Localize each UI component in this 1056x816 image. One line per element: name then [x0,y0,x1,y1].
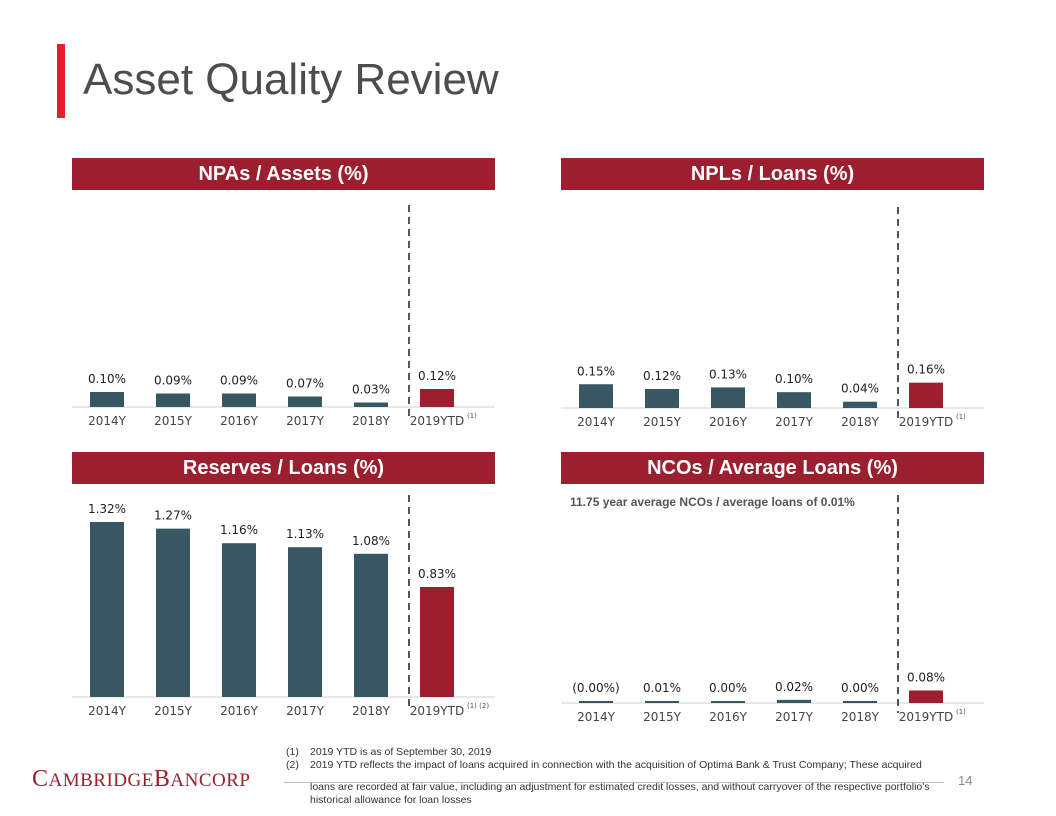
npas-assets-value-label: 0.03% [352,383,390,397]
npls-loans-value-label: 0.16% [907,363,945,377]
npas-assets-bar-2015y [156,393,190,407]
reserves-loans-bar-2018y [354,553,388,697]
ncos-average-loans-category-label: 2017Y [775,710,814,724]
reserves-loans-value-label: 1.27% [154,509,192,523]
ncos-average-loans-value-label: 0.01% [643,681,681,695]
npls-loans-bar-2018y [843,401,877,408]
ncos-average-loans-category-label: 2018Y [841,710,880,724]
npas-assets-bar-2019ytd [420,389,454,407]
npas-assets-category-label: 2014Y [88,414,127,428]
npas-assets-value-label: 0.12% [418,369,456,383]
ncos-subtitle: 11.75 year average NCOs / average loans … [570,495,855,509]
ncos-average-loans-bar-2014y [579,701,613,703]
footnote-2-continuation: loans are recorded at fair value, includ… [310,781,930,806]
ncos-average-loans-value-label: (0.00%) [572,681,619,695]
npls-loans-bar-2015y [645,389,679,408]
npas-assets-value-label: 0.07% [286,377,324,391]
npls-loans-bar-2019ytd [909,382,943,408]
npas-assets-header: NPAs / Assets (%) [72,158,495,190]
npas-assets-bar-2017y [288,396,322,407]
reserves-loans-bar-2015y [156,528,190,697]
page-title: Asset Quality Review [83,55,499,104]
ncos-average-loans-value-label: 0.00% [709,681,747,695]
reserves-loans-category-label: 2019YTD [410,704,464,718]
reserves-loans-bar-2019ytd [420,586,454,697]
reserves-loans-category-label: 2014Y [88,704,127,718]
npls-loans-category-label: 2014Y [577,415,616,429]
npls-loans-category-label: 2016Y [709,415,748,429]
ncos-average-loans-value-label: 0.08% [907,670,945,684]
npas-assets-category-label: 2017Y [286,414,325,428]
ncos-average-loans-bar-2016y [711,701,745,703]
npls-loans-bar-2017y [777,392,811,408]
npas-assets-bar-2018y [354,402,388,407]
reserves-loans-bar-2014y [90,522,124,697]
npls-loans-bar-2014y [579,384,613,408]
page-number: 14 [958,773,973,788]
reserves-loans-chart: 1.32% 2014Y 1.27% 2015Y 1.16% 2016Y 1.13% 2017Y… [72,495,495,718]
ncos-average-loans-bar-2015y [645,701,679,703]
reserves-loans-footnote-marker: (1) (2) [467,702,489,710]
npas-assets-category-label: 2019YTD [410,414,464,428]
footnotes: (1) 2019 YTD is as of September 30, 2019… [286,746,950,807]
ncos-average-loans-category-label: 2014Y [577,710,616,724]
npls-loans-value-label: 0.13% [709,367,747,381]
footnote-1: (1) 2019 YTD is as of September 30, 2019 [286,746,492,758]
reserves-loans-category-label: 2015Y [154,704,193,718]
npas-assets-chart: 0.10% 2014Y 0.09% 2015Y 0.09% 2016Y 0.07% 2017Y… [72,205,495,428]
npls-loans-bar-2016y [711,387,745,408]
npls-loans-footnote-marker: (1) [956,413,966,421]
npls-loans-category-label: 2017Y [775,415,814,429]
npls-loans-category-label: 2015Y [643,415,682,429]
npls-loans-value-label: 0.10% [775,372,813,386]
reserves-loans-value-label: 1.13% [286,527,324,541]
npls-loans-category-label: 2018Y [841,415,880,429]
ncos-average-loans-footnote-marker: (1) [956,708,966,716]
reserves-loans-category-label: 2016Y [220,704,259,718]
npls-loans-category-label: 2019YTD [899,415,953,429]
ncos-loans-header: NCOs / Average Loans (%) [561,452,984,484]
npas-assets-bar-2014y [90,392,124,407]
reserves-loans-value-label: 1.16% [220,523,258,537]
npls-loans-header: NPLs / Loans (%) [561,158,984,190]
reserves-loans-bar-2017y [288,547,322,697]
ncos-average-loans-category-label: 2016Y [709,710,748,724]
ncos-average-loans-category-label: 2019YTD [899,710,953,724]
ncos-average-loans-value-label: 0.00% [841,681,879,695]
npas-assets-category-label: 2018Y [352,414,391,428]
footnote-2: (2) 2019 YTD reflects the impact of loan… [286,759,922,771]
ncos-average-loans-bar-2019ytd [909,690,943,703]
npas-assets-footnote-marker: (1) [467,412,477,420]
ncos-average-loans-bar-2018y [843,701,877,703]
npls-loans-chart: 0.15% 2014Y 0.12% 2015Y 0.13% 2016Y 0.10% 2017Y… [561,207,984,429]
npas-assets-value-label: 0.09% [154,374,192,388]
npas-assets-value-label: 0.10% [88,372,126,386]
reserves-loans-category-label: 2018Y [352,704,391,718]
ncos-average-loans-category-label: 2015Y [643,710,682,724]
reserves-loans-bar-2016y [222,543,256,697]
reserves-loans-category-label: 2017Y [286,704,325,718]
footer-divider [284,782,944,783]
npas-assets-bar-2016y [222,393,256,407]
ncos-loans-chart: (0.00%) 2014Y 0.01% 2015Y 0.00% 2016Y 0.02% 201… [561,495,984,724]
cambridge-bancorp-logo: CAMBRIDGEBANCORP [32,766,251,792]
ncos-average-loans-bar-2017y [777,699,811,703]
npas-assets-category-label: 2015Y [154,414,193,428]
reserves-loans-value-label: 1.32% [88,502,126,516]
ncos-average-loans-value-label: 0.02% [775,680,813,694]
npls-loans-value-label: 0.04% [841,382,879,396]
reserves-loans-value-label: 0.83% [418,567,456,581]
npls-loans-value-label: 0.12% [643,369,681,383]
title-accent-bar [57,44,65,118]
reserves-loans-header: Reserves / Loans (%) [72,452,495,484]
reserves-loans-value-label: 1.08% [352,534,390,548]
npas-assets-category-label: 2016Y [220,414,259,428]
npls-loans-value-label: 0.15% [577,364,615,378]
npas-assets-value-label: 0.09% [220,374,258,388]
